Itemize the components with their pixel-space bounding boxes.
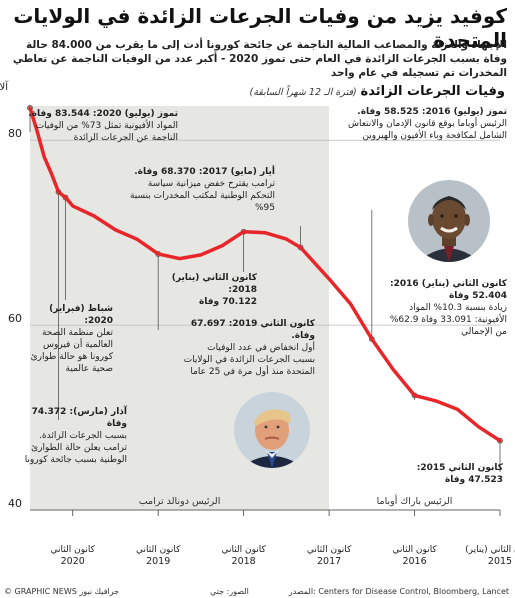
annotation-feb2020: شباط (فبراير) 2020: تعلن منظمة الصحة الع… — [25, 303, 113, 375]
y-tick-label-40: 40 — [8, 497, 22, 510]
data-point-0 — [499, 439, 501, 442]
annotation-may2017-head: أيار (مايو) 2017: 68.370 وفاة. — [134, 167, 275, 177]
x-tick-label-4: كانون الثاني — [136, 545, 181, 555]
chart-heading: وفيات الجرعات الزائدة (فترة الـ 12 شهراً… — [249, 84, 505, 99]
annotation-feb2020-body: تعلن منظمة الصحة العالمية أن فيروس كورون… — [30, 328, 113, 374]
footer-brand: © GRAPHIC NEWS جرافيك نيوز — [4, 587, 120, 596]
x-tick-label-5: كانون الثاني — [51, 545, 96, 555]
annotation-jan2016-body: زيادة بنسبة 10.3% المواد الأفيونية: 33.0… — [389, 303, 507, 337]
data-point-7 — [349, 303, 352, 305]
annotation-may2017: أيار (مايو) 2017: 68.370 وفاة. ترامب يقت… — [127, 166, 275, 214]
x-tick-label-2: كانون الثاني — [307, 545, 352, 555]
y-tick-label-60: 60 — [8, 312, 22, 325]
x-tick-label-1: كانون الثاني — [392, 545, 437, 555]
data-point-16 — [178, 257, 181, 260]
data-point-27 — [29, 107, 31, 109]
presidency-band-1 — [329, 106, 500, 510]
annotation-jan2015: كانون الثاني 2015: 47.523 وفاة — [393, 462, 503, 486]
annotation-jul2020-body: المواد الأفيونية تمثل 73% من الوفيات الن… — [35, 121, 178, 143]
data-point-6 — [371, 338, 373, 340]
page-title: كوفيد يزيد من وفيات الجرعات الزائدة في ا… — [13, 4, 507, 52]
annotation-jul2016-head: تموز (يوليو) 2016: 58.525 وفاة. — [357, 107, 507, 117]
annotation-jul2020-head: تموز (يوليو) 2020: 83.544 وفاة. — [28, 109, 178, 119]
data-point-5 — [392, 368, 394, 371]
annotation-jan2019-head: كانون الثاني 2019: 67.697 وفاة. — [190, 319, 315, 341]
annotation-jul2016-body: الرئيس أوباما يوقع قانون الإدمان والانتع… — [347, 119, 507, 141]
data-point-12 — [264, 231, 266, 234]
data-point-13 — [242, 230, 245, 233]
data-point-8 — [328, 278, 330, 280]
x-tick-year-4: 2019 — [146, 556, 170, 567]
presidency-label-1: الرئيس باراك أوباما — [377, 494, 453, 507]
x-tick-year-5: 2020 — [61, 556, 85, 567]
footer-photos: الصور: جتي — [210, 587, 249, 596]
data-point-25 — [43, 156, 46, 158]
x-tick-year-3: 2018 — [232, 556, 256, 567]
x-tick-label-0: كانون الثاني (يناير) — [465, 545, 515, 555]
annotation-mar2020-head: آذار (مارس): 74.372 وفاة — [31, 407, 127, 429]
data-point-20 — [93, 215, 95, 217]
annotation-jan2019-body: أول انخفاض في عدد الوفيات بسبب الجرعات ا… — [183, 343, 315, 377]
data-point-3 — [435, 400, 437, 402]
data-point-21 — [71, 205, 74, 207]
annotation-jan2018-value: 70.122 وفاة — [198, 297, 257, 307]
annotation-jan2016-value: 52.404 وفاة — [448, 291, 507, 301]
annotation-may2017-body: ترامب يقترح خفض ميزانية سياسة التحكم الو… — [129, 179, 275, 213]
x-tick-year-1: 2016 — [402, 556, 426, 567]
data-point-17 — [157, 253, 159, 255]
data-point-23 — [57, 191, 60, 193]
annotation-jan2018: كانون الثاني (يناير) 2018: 70.122 وفاة — [147, 272, 257, 308]
y-tick-label-80: 80 — [8, 127, 22, 140]
chart-heading-sub: (فترة الـ 12 شهراً السابقة) — [249, 87, 357, 98]
annotation-jan2015-value: 47.523 وفاة — [444, 475, 503, 485]
trump-portrait — [234, 392, 310, 468]
annotation-jan2016-head: كانون الثاني (يناير) 2016: — [389, 279, 507, 289]
footer-source: المصدر: Centers for Disease Control, Blo… — [288, 587, 509, 596]
data-point-22 — [64, 196, 67, 199]
page-subtitle: الإجهاد والعزلة والمصاعب المالية الناجمة… — [12, 39, 507, 79]
data-point-19 — [114, 229, 117, 231]
annotation-mar2020-body: بسبب الجرعات الزائدة. ترامب يعلن حالة ال… — [24, 431, 127, 465]
data-point-26 — [36, 130, 38, 132]
data-point-14 — [221, 244, 224, 247]
x-tick-year-2: 2017 — [317, 556, 341, 567]
data-point-18 — [136, 238, 138, 240]
series-line-0 — [28, 106, 502, 443]
obama-portrait — [408, 180, 490, 262]
annotation-jan2015-head: كانون الثاني 2015: — [416, 463, 503, 473]
y-axis-label: آلاف — [0, 80, 9, 93]
data-point-11 — [285, 238, 288, 240]
chart-heading-main: وفيات الجرعات الزائدة — [360, 84, 505, 99]
data-point-1 — [477, 426, 480, 428]
annotation-feb2020-head: شباط (فبراير) 2020: — [49, 304, 113, 326]
x-tick-year-0: 2015 — [488, 556, 512, 567]
data-point-15 — [200, 254, 202, 256]
annotation-jul2020: تموز (يوليو) 2020: 83.544 وفاة. المواد ا… — [10, 108, 178, 144]
annotation-mar2020: آذار (مارس): 74.372 وفاة بسبب الجرعات ال… — [17, 406, 127, 466]
annotation-jan2016: كانون الثاني (يناير) 2016: 52.404 وفاة ز… — [381, 278, 507, 338]
presidency-label-0: الرئيس دونالد ترامب — [139, 496, 221, 507]
x-tick-label-3: كانون الثاني — [221, 545, 266, 555]
data-point-10 — [299, 246, 302, 249]
data-point-4 — [413, 394, 416, 397]
annotation-jan2019: كانون الثاني 2019: 67.697 وفاة. أول انخف… — [183, 318, 315, 378]
annotation-jan2018-head: كانون الثاني (يناير) 2018: — [171, 273, 257, 295]
data-point-2 — [456, 408, 459, 411]
data-point-9 — [314, 262, 316, 264]
annotation-jul2016: تموز (يوليو) 2016: 58.525 وفاة. الرئيس أ… — [345, 106, 507, 142]
data-point-24 — [50, 172, 53, 175]
